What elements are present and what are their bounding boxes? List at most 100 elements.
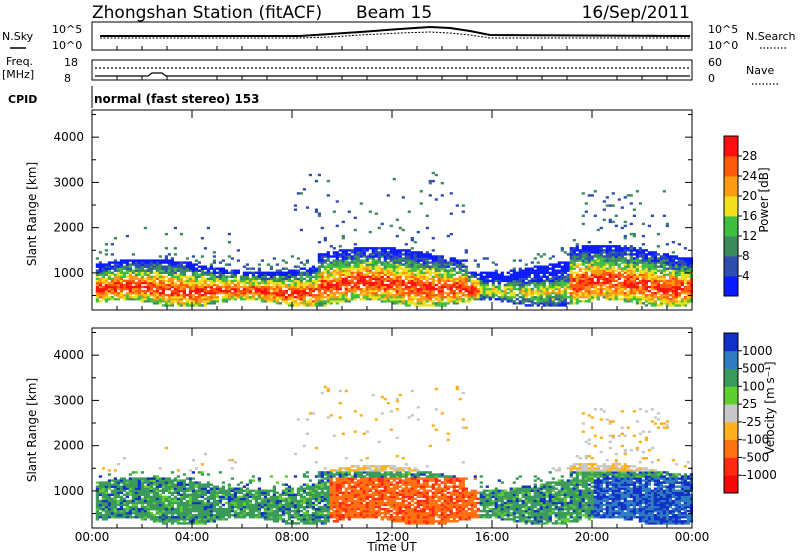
heatmap-cell bbox=[167, 518, 171, 521]
heatmap-cell bbox=[161, 509, 165, 513]
heatmap-cell bbox=[203, 485, 207, 488]
heatmap-cell bbox=[179, 300, 183, 303]
heatmap-cell bbox=[242, 294, 246, 297]
heatmap-cell bbox=[302, 302, 306, 305]
heatmap-cell bbox=[110, 479, 114, 482]
heatmap-cell bbox=[215, 489, 219, 492]
heatmap-cell bbox=[296, 269, 300, 272]
heatmap-cell bbox=[389, 300, 393, 303]
heatmap-cell bbox=[542, 279, 546, 283]
heatmap-cell bbox=[173, 261, 177, 264]
heatmap-cell bbox=[647, 300, 651, 303]
heatmap-cell bbox=[365, 255, 369, 258]
heatmap-cell bbox=[383, 279, 387, 283]
heatmap-cell bbox=[668, 255, 672, 258]
heatmap-cell bbox=[644, 287, 648, 291]
heatmap-cell bbox=[557, 283, 561, 287]
heatmap-cell bbox=[479, 281, 483, 285]
heatmap-cell bbox=[245, 296, 249, 299]
heatmap-cell bbox=[632, 261, 636, 264]
heatmap-cell bbox=[503, 298, 507, 301]
heatmap-cell bbox=[302, 294, 306, 297]
heatmap-cell bbox=[431, 237, 435, 240]
heatmap-cell bbox=[410, 253, 414, 256]
power-colorbar-tick-label-3: 16 bbox=[742, 209, 757, 223]
heatmap-cell bbox=[410, 239, 414, 242]
heatmap-cell bbox=[221, 269, 225, 272]
heatmap-cell bbox=[248, 267, 252, 270]
heatmap-cell bbox=[605, 279, 609, 283]
heatmap-cell bbox=[176, 520, 180, 523]
heatmap-cell bbox=[185, 302, 189, 305]
heatmap-cell bbox=[137, 512, 141, 515]
heatmap-cell bbox=[602, 251, 606, 254]
heatmap-cell bbox=[110, 512, 114, 515]
heatmap-cell bbox=[221, 285, 225, 289]
heatmap-cell bbox=[623, 281, 627, 285]
heatmap-cell bbox=[206, 473, 210, 476]
heatmap-cell bbox=[137, 481, 141, 484]
heatmap-cell bbox=[479, 296, 483, 299]
heatmap-cell bbox=[476, 296, 480, 299]
heatmap-cell bbox=[230, 477, 234, 480]
heatmap-cell bbox=[119, 481, 123, 484]
heatmap-cell bbox=[287, 275, 291, 278]
heatmap-cell bbox=[395, 277, 399, 281]
heatmap-cell bbox=[119, 501, 123, 505]
heatmap-cell bbox=[368, 294, 372, 297]
heatmap-cell bbox=[371, 281, 375, 285]
heatmap-cell bbox=[182, 483, 186, 486]
heatmap-cell bbox=[500, 277, 504, 281]
heatmap-cell bbox=[392, 249, 396, 252]
heatmap-cell bbox=[416, 291, 420, 295]
heatmap-cell bbox=[137, 487, 141, 490]
heatmap-cell bbox=[188, 289, 192, 293]
heatmap-cell bbox=[101, 289, 105, 293]
heatmap-cell bbox=[191, 503, 195, 507]
heatmap-cell bbox=[173, 267, 177, 270]
heatmap-cell bbox=[350, 257, 354, 260]
heatmap-cell bbox=[230, 269, 234, 272]
heatmap-cell bbox=[614, 283, 618, 287]
heatmap-cell bbox=[173, 253, 177, 256]
heatmap-cell bbox=[302, 283, 306, 287]
heatmap-cell bbox=[287, 296, 291, 299]
heatmap-cell bbox=[347, 300, 351, 303]
heatmap-cell bbox=[647, 302, 651, 305]
heatmap-cell bbox=[503, 283, 507, 287]
heatmap-cell bbox=[125, 507, 129, 511]
heatmap-cell bbox=[188, 267, 192, 270]
heatmap-cell bbox=[182, 491, 186, 494]
heatmap-cell bbox=[497, 291, 501, 295]
heatmap-cell bbox=[290, 273, 294, 276]
heatmap-cell bbox=[227, 512, 231, 515]
heatmap-cell bbox=[671, 241, 675, 244]
heatmap-cell bbox=[500, 273, 504, 276]
heatmap-cell bbox=[167, 487, 171, 490]
heatmap-cell bbox=[662, 273, 666, 276]
heatmap-cell bbox=[572, 298, 576, 301]
heatmap-cell bbox=[317, 212, 321, 215]
heatmap-cell bbox=[593, 275, 597, 278]
heatmap-cell bbox=[674, 257, 678, 260]
heatmap-cell bbox=[473, 296, 477, 299]
heatmap-cell bbox=[386, 283, 390, 287]
heatmap-cell bbox=[290, 289, 294, 293]
heatmap-cell bbox=[659, 263, 663, 266]
heatmap-cell bbox=[215, 485, 219, 488]
heatmap-cell bbox=[191, 493, 195, 496]
heatmap-cell bbox=[497, 279, 501, 283]
heatmap-cell bbox=[197, 275, 201, 278]
heatmap-cell bbox=[653, 302, 657, 305]
heatmap-cell bbox=[602, 271, 606, 274]
heatmap-cell bbox=[464, 267, 468, 270]
heatmap-cell bbox=[113, 291, 117, 295]
heatmap-cell bbox=[212, 294, 216, 297]
heatmap-cell bbox=[401, 267, 405, 270]
heatmap-cell bbox=[518, 283, 522, 287]
heatmap-cell bbox=[260, 289, 264, 293]
heatmap-cell bbox=[668, 259, 672, 262]
heatmap-cell bbox=[335, 265, 339, 268]
heatmap-cell bbox=[200, 255, 204, 258]
heatmap-cell bbox=[293, 271, 297, 274]
